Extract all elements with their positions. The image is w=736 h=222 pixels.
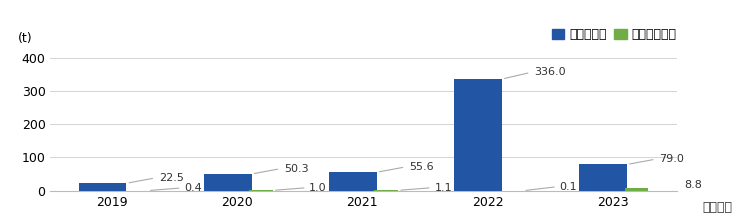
Y-axis label: (t): (t) [18, 32, 32, 45]
Text: （年度）: （年度） [703, 201, 733, 214]
Text: 0.4: 0.4 [184, 183, 202, 193]
Bar [250, 190, 273, 191]
Text: 50.3: 50.3 [284, 164, 308, 174]
Bar [579, 165, 627, 191]
Bar [329, 172, 377, 191]
Bar [454, 79, 502, 191]
Text: 0.1: 0.1 [559, 182, 577, 192]
Text: 55.6: 55.6 [409, 162, 434, 172]
Text: 1.1: 1.1 [434, 183, 452, 193]
Bar [204, 174, 252, 191]
Bar [79, 183, 127, 191]
Text: 8.8: 8.8 [684, 180, 702, 190]
Text: 336.0: 336.0 [534, 67, 566, 77]
Bar [625, 188, 648, 191]
Text: 1.0: 1.0 [309, 183, 327, 193]
Bar [375, 190, 398, 191]
Legend: 微量処理量, 高濃度処理量: 微量処理量, 高濃度処理量 [552, 28, 677, 41]
Text: 22.5: 22.5 [159, 173, 184, 183]
Text: 79.0: 79.0 [659, 154, 684, 164]
